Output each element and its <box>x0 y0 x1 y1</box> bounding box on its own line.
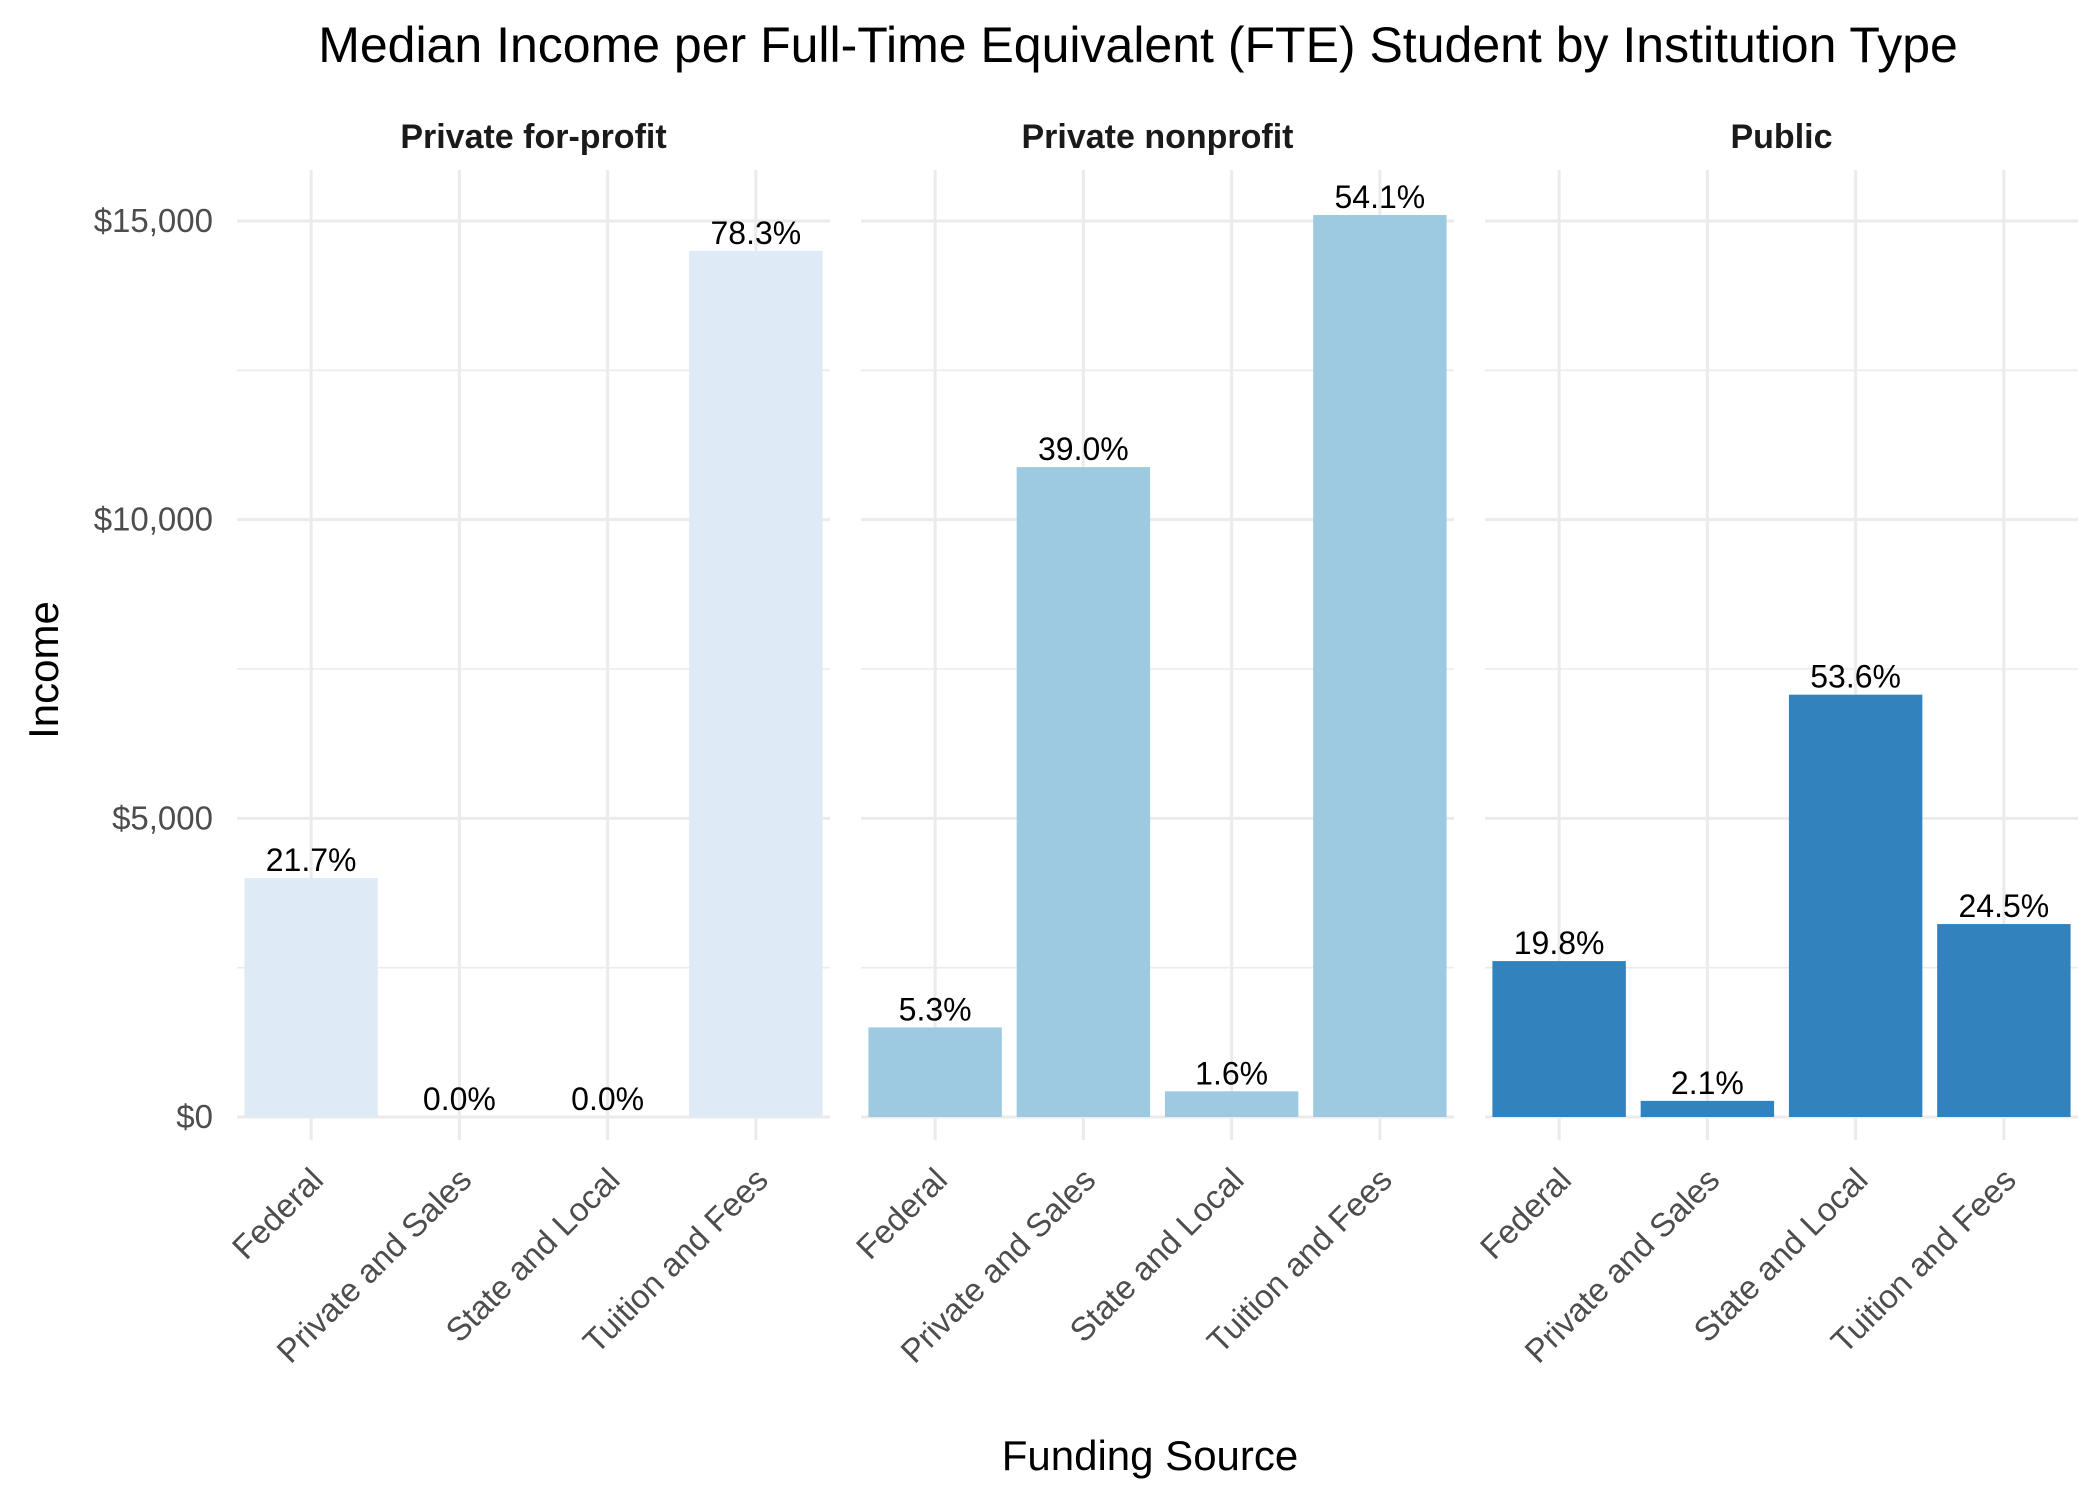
x-tick-label: Federal <box>225 1161 330 1266</box>
bar-data-label: 5.3% <box>899 991 972 1027</box>
y-axis: $0 $5,000 $10,000 $15,000 <box>94 202 213 1135</box>
bar-data-label: 1.6% <box>1195 1055 1268 1091</box>
y-tick-label: $10,000 <box>94 501 213 538</box>
y-tick-label: $5,000 <box>112 799 213 836</box>
bar <box>1492 961 1626 1117</box>
bar <box>1640 1100 1775 1117</box>
bar <box>1016 467 1151 1117</box>
bar-data-label: 24.5% <box>1959 888 2050 924</box>
y-tick-label: $0 <box>176 1098 213 1135</box>
bar-data-label: 2.1% <box>1671 1065 1744 1101</box>
bar-data-label: 54.1% <box>1335 179 1426 215</box>
y-tick-label: $15,000 <box>94 202 213 239</box>
chart-title: Median Income per Full-Time Equivalent (… <box>318 17 1958 73</box>
bar <box>1313 215 1447 1117</box>
facet-panel: Public19.8%2.1%53.6%24.5%FederalPrivate … <box>1473 118 2078 1370</box>
bar <box>1788 694 1923 1117</box>
x-axis-title: Funding Source <box>1002 1432 1299 1479</box>
bar-data-label: 53.6% <box>1810 659 1901 695</box>
bar <box>689 250 823 1117</box>
bar-data-label: 0.0% <box>571 1081 644 1117</box>
bar <box>1937 924 2071 1117</box>
bar <box>868 1027 1002 1117</box>
bar-data-label: 0.0% <box>423 1081 496 1117</box>
x-tick-label: Federal <box>1473 1161 1578 1266</box>
bar <box>1164 1091 1299 1117</box>
facet-panel: Private for-profit 21.7% 0.0% 0.0% 78.3% Fede… <box>225 118 830 1370</box>
y-axis-title: Income <box>20 601 67 739</box>
bar-data-label: 21.7% <box>266 842 357 878</box>
facet-panels: Private for-profit 21.7% 0.0% 0.0% 78.3% Fede… <box>225 118 2078 1370</box>
facet-strip-label: Private for-profit <box>400 118 666 156</box>
bar-data-label: 39.0% <box>1038 431 1129 467</box>
x-tick-label: Federal <box>849 1161 954 1266</box>
facet-panel: Private nonprofit 5.3% 39.0% 1.6% 54.1% Feder… <box>849 118 1454 1370</box>
bar-data-label: 78.3% <box>711 215 802 251</box>
bar <box>244 878 378 1117</box>
bar-data-label: 19.8% <box>1514 925 1605 961</box>
facet-strip-label: Public <box>1730 118 1832 156</box>
facet-strip-label: Private nonprofit <box>1021 118 1293 156</box>
